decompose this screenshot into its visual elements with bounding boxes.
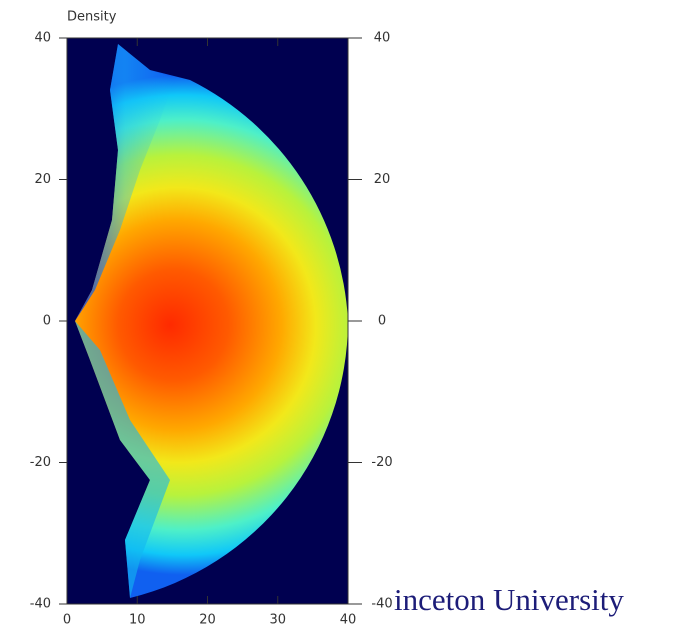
y-tick-label: 40 [34,31,51,46]
y2-tick-label: 0 [378,314,386,329]
y-tick-label: -40 [30,597,51,612]
x-tick-label: 20 [199,613,216,628]
heatmap-image [67,38,348,604]
y2-tick-label: -40 [371,597,392,612]
overlay-text: inceton University [394,582,624,617]
y2-tick-label: 20 [374,172,391,187]
y-tick-label: -20 [30,455,51,470]
x-tick-label: 0 [63,613,71,628]
x-tick-label: 30 [269,613,286,628]
x-tick-label: 10 [129,613,146,628]
y-tick-label: 20 [34,172,51,187]
y2-tick-label: -20 [371,455,392,470]
y-tick-label: 0 [43,314,51,329]
x-tick-label: 40 [340,613,357,628]
y2-tick-label: 40 [374,31,391,46]
chart-title: Density [67,10,117,25]
